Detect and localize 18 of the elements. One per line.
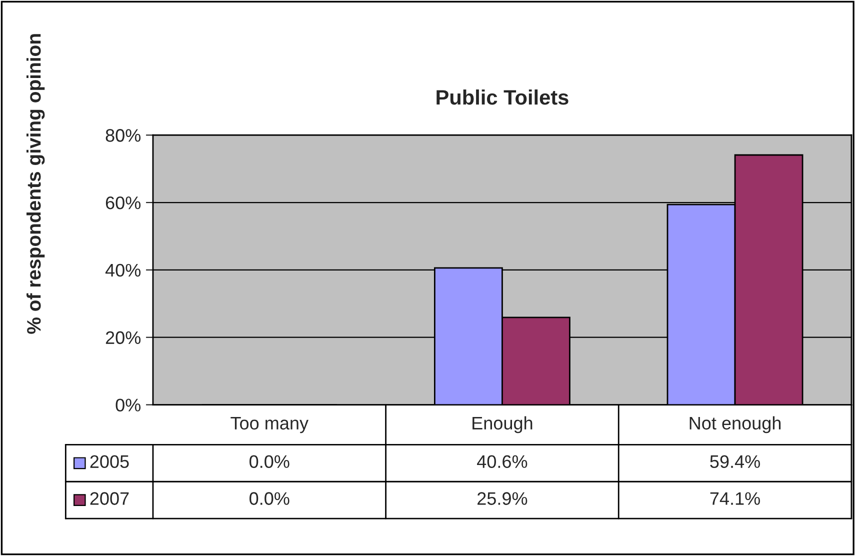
legend-label: 2007	[90, 492, 129, 505]
y-tick-label: 60%	[106, 196, 141, 210]
y-tick-label: 40%	[105, 264, 141, 277]
y-tick-label: 0%	[116, 398, 141, 412]
data-label: 59.4%	[710, 455, 760, 468]
x-tick-label: Enough	[472, 416, 532, 434]
y-tick-label: 80%	[106, 129, 141, 142]
data-label: 0.0%	[250, 455, 290, 468]
x-tick-label: Too many	[230, 416, 308, 434]
data-label: 0.0%	[250, 492, 290, 505]
legend-label: 2005	[90, 455, 129, 468]
y-axis-title: % of respondents giving opinion	[26, 34, 45, 334]
chart-title: Public Toilets	[436, 89, 568, 105]
y-tick-label: 20%	[106, 331, 141, 344]
data-label: 74.1%	[710, 492, 760, 505]
data-label: 40.6%	[477, 455, 528, 468]
data-label: 25.9%	[478, 492, 528, 505]
x-tick-label: Not enough	[690, 416, 781, 434]
